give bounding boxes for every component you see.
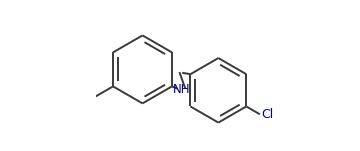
Text: NH: NH — [173, 83, 190, 96]
Text: Cl: Cl — [261, 108, 273, 121]
